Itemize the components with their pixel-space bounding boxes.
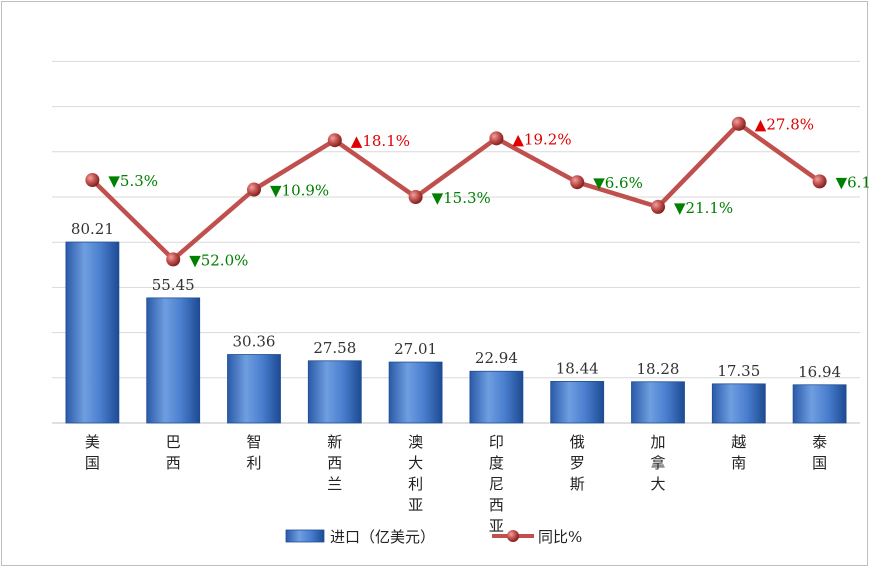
bar <box>388 361 443 424</box>
yoy-point <box>408 190 423 205</box>
yoy-point <box>812 174 827 189</box>
yoy-point <box>327 133 342 148</box>
bar-value-label: 17.35 <box>717 362 760 380</box>
x-tick-label: 印度尼西亚 <box>489 433 504 535</box>
yoy-label: ▲27.8% <box>755 116 814 134</box>
bar <box>550 380 605 424</box>
x-tick-label: 智利 <box>246 433 261 472</box>
yoy-point <box>247 182 261 197</box>
line-series: ▼5.3% ▼52.0% ▼10.9% ▲18.1% ▼15.3% ▲19.2% ▼6.6%… <box>85 116 869 269</box>
x-tick-label: 俄罗斯 <box>570 433 585 493</box>
yoy-point <box>166 252 181 267</box>
bar <box>631 381 685 424</box>
yoy-label: ▲18.1% <box>351 132 410 150</box>
legend: 进口（亿美元） 同比% <box>285 528 582 546</box>
yoy-point <box>651 199 665 214</box>
yoy-point <box>489 131 504 146</box>
bar-value-label: 16.94 <box>798 363 841 381</box>
yoy-line <box>90 121 821 262</box>
bar-value-label: 18.44 <box>556 359 599 377</box>
bar <box>792 384 847 424</box>
x-tick-label: 越南 <box>731 433 746 472</box>
yoy-label: ▼10.9% <box>270 182 329 200</box>
bar <box>469 370 524 424</box>
yoy-label: ▼6.1% <box>836 173 869 191</box>
bar-value-label: 27.58 <box>313 339 356 357</box>
bar <box>711 383 766 424</box>
bar-series: 80.21 55.45 30.36 27.58 27.01 22.94 18.44 18.28… <box>65 220 847 424</box>
yoy-label: ▲19.2% <box>512 130 571 148</box>
bar <box>146 297 201 424</box>
x-tick-label: 新西兰 <box>327 433 342 493</box>
bar-value-label: 18.28 <box>637 360 680 378</box>
bar-value-label: 22.94 <box>475 349 518 367</box>
legend-line-marker <box>507 530 519 542</box>
bar <box>307 360 362 424</box>
yoy-label: ▼21.1% <box>674 199 733 217</box>
yoy-label: ▼15.3% <box>432 189 491 207</box>
yoy-label: ▼52.0% <box>189 251 248 269</box>
bar <box>227 354 281 424</box>
bar-value-label: 80.21 <box>71 220 114 238</box>
yoy-point <box>570 175 585 190</box>
yoy-point <box>85 173 100 188</box>
legend-bar-label: 进口（亿美元） <box>330 528 435 546</box>
yoy-label: ▼6.6% <box>593 174 643 192</box>
legend-line-label: 同比% <box>538 528 582 546</box>
bar-value-label: 30.36 <box>233 333 276 351</box>
x-tick-label: 美国 <box>85 433 100 472</box>
legend-bar-swatch <box>285 529 325 543</box>
bar-value-label: 55.45 <box>152 276 195 294</box>
yoy-label: ▼5.3% <box>108 172 158 190</box>
x-tick-label: 澳大利亚 <box>408 433 423 514</box>
x-tick-label: 加拿大 <box>650 433 665 493</box>
bar-value-label: 27.01 <box>394 340 437 358</box>
x-tick-label: 泰国 <box>812 433 827 472</box>
x-tick-label: 巴西 <box>166 433 181 472</box>
bar <box>65 241 120 424</box>
yoy-point <box>731 116 746 131</box>
x-axis-labels: 美国 巴西 智利 新西兰 澳大利亚 印度尼西亚 俄罗斯 加拿大 越南 泰国 <box>85 433 827 535</box>
